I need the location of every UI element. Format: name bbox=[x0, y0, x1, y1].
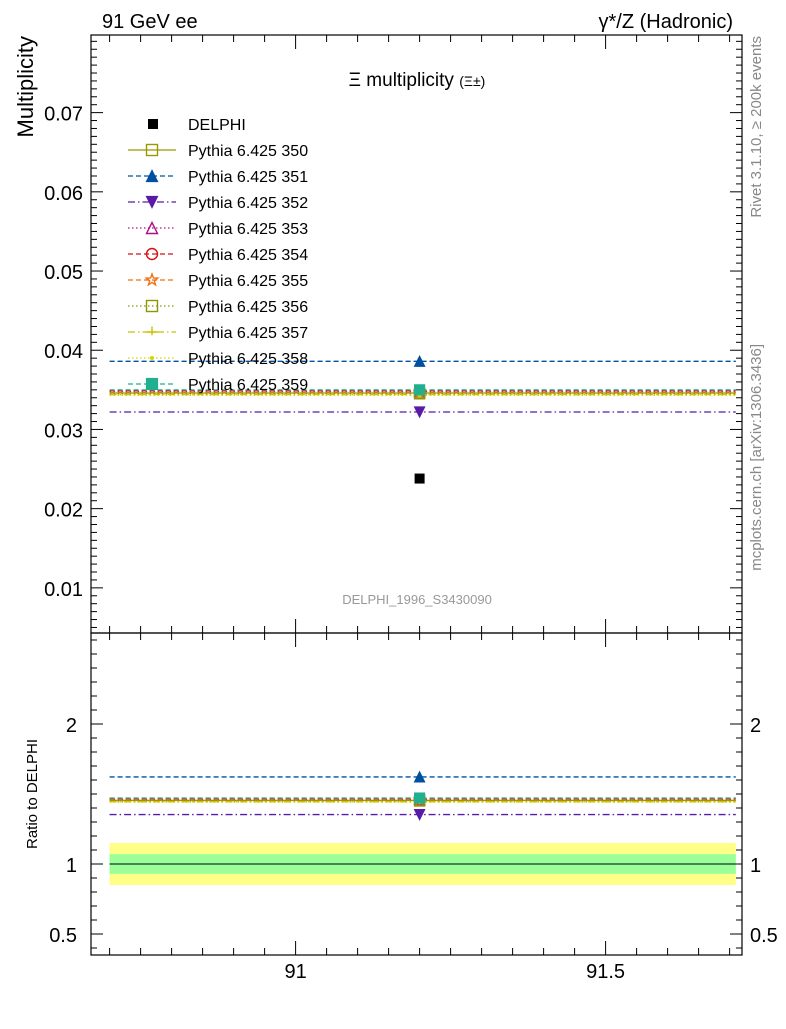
legend-marker bbox=[150, 356, 154, 360]
main-title-text: Ξ multiplicity bbox=[349, 70, 455, 91]
series-marker bbox=[413, 406, 426, 419]
ratio-y-tick-label: 1 bbox=[66, 855, 77, 877]
main-title: Ξ multiplicity (Ξ±) bbox=[349, 70, 486, 91]
legend-label: Pythia 6.425 351 bbox=[188, 169, 308, 186]
ratio-marker bbox=[413, 808, 426, 821]
mc-series bbox=[109, 354, 736, 419]
legend-marker bbox=[146, 326, 158, 336]
legend-item: Pythia 6.425 359 bbox=[128, 377, 308, 394]
x-tick-label: 91.5 bbox=[586, 961, 625, 983]
legend-label: Pythia 6.425 359 bbox=[188, 377, 308, 394]
main-title-suffix: (Ξ±) bbox=[459, 73, 485, 89]
y-tick-label: 0.02 bbox=[44, 500, 83, 522]
ratio-y-tick-label-right: 1 bbox=[750, 855, 761, 877]
legend-data-marker bbox=[148, 119, 158, 129]
ratio-y-tick-label: 2 bbox=[66, 715, 77, 737]
ratio-y-axis-label: Ratio to DELPHI bbox=[24, 739, 41, 849]
data-point bbox=[414, 473, 425, 484]
legend-label: DELPHI bbox=[188, 117, 246, 134]
watermark-label: DELPHI_1996_S3430090 bbox=[342, 592, 492, 607]
header-left-label: 91 GeV ee bbox=[102, 11, 198, 33]
main-y-ticks: 0.01 0.02 0.03 0.04 0.05 0.06 0.07 bbox=[44, 40, 742, 628]
ratio-y-ticks: 0.5 0.5 1 1 2 2 bbox=[49, 639, 778, 949]
legend-marker bbox=[145, 195, 159, 209]
y-tick-label: 0.01 bbox=[44, 579, 83, 601]
legend-label: Pythia 6.425 357 bbox=[188, 325, 308, 342]
legend-marker bbox=[144, 271, 160, 287]
legend-item: Pythia 6.425 353 bbox=[128, 220, 308, 238]
y-tick-label: 0.07 bbox=[44, 104, 83, 126]
legend-item-data: DELPHI bbox=[148, 117, 246, 134]
legend-item: Pythia 6.425 355 bbox=[128, 271, 308, 290]
legend-item: Pythia 6.425 354 bbox=[128, 247, 308, 264]
series-marker bbox=[413, 354, 426, 367]
legend-item: Pythia 6.425 358 bbox=[128, 351, 308, 368]
legend-item: Pythia 6.425 351 bbox=[128, 169, 308, 186]
legend-marker bbox=[145, 377, 159, 391]
rivet-label: Rivet 3.1.10, ≥ 200k events bbox=[748, 36, 765, 218]
ratio-y-tick-label: 0.5 bbox=[49, 925, 77, 947]
x-tick-label: 91 bbox=[284, 961, 306, 983]
ratio-series bbox=[109, 770, 736, 821]
ratio-y-tick-label-right: 2 bbox=[750, 715, 761, 737]
legend-label: Pythia 6.425 356 bbox=[188, 299, 308, 316]
legend-label: Pythia 6.425 354 bbox=[188, 247, 308, 264]
legend-item: Pythia 6.425 357 bbox=[128, 325, 308, 342]
legend-marker bbox=[145, 220, 159, 235]
y-axis-label: Multiplicity bbox=[13, 36, 38, 137]
legend-label: Pythia 6.425 358 bbox=[188, 351, 308, 368]
ratio-marker bbox=[414, 792, 426, 804]
legend-marker bbox=[145, 169, 159, 183]
legend-marker bbox=[145, 299, 159, 313]
y-tick-label: 0.05 bbox=[44, 262, 83, 284]
legend-item: Pythia 6.425 356 bbox=[128, 299, 308, 316]
legend-label: Pythia 6.425 352 bbox=[188, 195, 308, 212]
main-x-ticks bbox=[109, 35, 731, 633]
ratio-y-tick-label-right: 0.5 bbox=[750, 925, 778, 947]
series-marker bbox=[414, 384, 426, 396]
legend-item: Pythia 6.425 352 bbox=[128, 195, 308, 212]
ratio-marker bbox=[413, 770, 426, 783]
legend-label: Pythia 6.425 353 bbox=[188, 221, 308, 238]
y-tick-label: 0.03 bbox=[44, 420, 83, 442]
legend-label: Pythia 6.425 355 bbox=[188, 273, 308, 290]
legend-label: Pythia 6.425 350 bbox=[188, 143, 308, 160]
legend-item: Pythia 6.425 350 bbox=[128, 143, 308, 160]
y-tick-label: 0.04 bbox=[44, 341, 83, 363]
y-tick-label: 0.06 bbox=[44, 183, 83, 205]
mcplots-label: mcplots.cern.ch [arXiv:1306.3436] bbox=[748, 344, 765, 571]
ratio-x-ticks bbox=[109, 633, 731, 955]
legend-marker bbox=[145, 143, 159, 157]
header-right-label: γ*/Z (Hadronic) bbox=[599, 11, 733, 33]
legend-marker bbox=[145, 247, 159, 261]
